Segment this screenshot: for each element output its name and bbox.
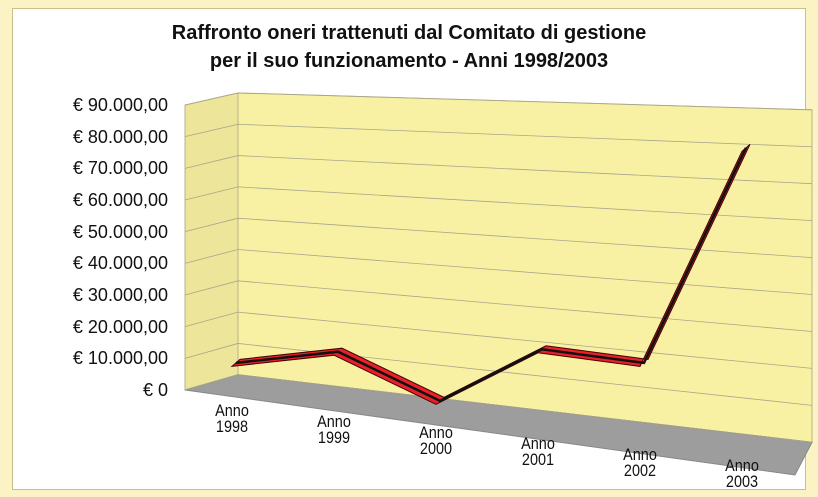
x-tick-label: Anno 1998 bbox=[215, 401, 249, 436]
x-tick-label: Anno 2001 bbox=[521, 434, 555, 469]
line bbox=[235, 147, 748, 403]
y-tick-label: € 30.000,00 bbox=[72, 285, 168, 305]
y-tick-label: € 70.000,00 bbox=[72, 158, 168, 179]
grid-line bbox=[184, 343, 813, 406]
y-tick-label: € 40.000,00 bbox=[72, 253, 168, 274]
grid-line bbox=[184, 217, 813, 258]
y-tick-label: € 90.000,00 bbox=[72, 95, 168, 115]
x-tick-label: Anno 1999 bbox=[317, 412, 351, 447]
y-tick-label: € 0 bbox=[142, 380, 168, 400]
x-tick-label: Anno 2003 bbox=[725, 456, 759, 491]
ribbon bbox=[230, 143, 751, 405]
y-tick-label: € 60.000,00 bbox=[72, 190, 168, 210]
chart-title: Raffronto oneri trattenuti dal Comitato … bbox=[171, 22, 647, 44]
x-tick-label: Anno 2000 bbox=[419, 423, 453, 458]
x-tick-label: Anno 2002 bbox=[623, 445, 657, 480]
grid-line bbox=[184, 249, 813, 295]
grid-line bbox=[184, 280, 813, 332]
y-tick-label: € 80.000,00 bbox=[72, 126, 168, 147]
grid-line bbox=[184, 186, 813, 222]
grid-line bbox=[184, 92, 813, 111]
grid-line bbox=[184, 374, 813, 443]
y-tick-label: € 50.000,00 bbox=[72, 221, 168, 242]
grid-line bbox=[184, 123, 813, 148]
y-tick-label: € 10.000,00 bbox=[72, 348, 168, 369]
y-tick-label: € 20.000,00 bbox=[72, 316, 168, 337]
grid-line bbox=[184, 155, 813, 185]
grid-line bbox=[184, 311, 813, 369]
chart-title: per il suo funzionamento - Anni 1998/200… bbox=[209, 50, 609, 72]
